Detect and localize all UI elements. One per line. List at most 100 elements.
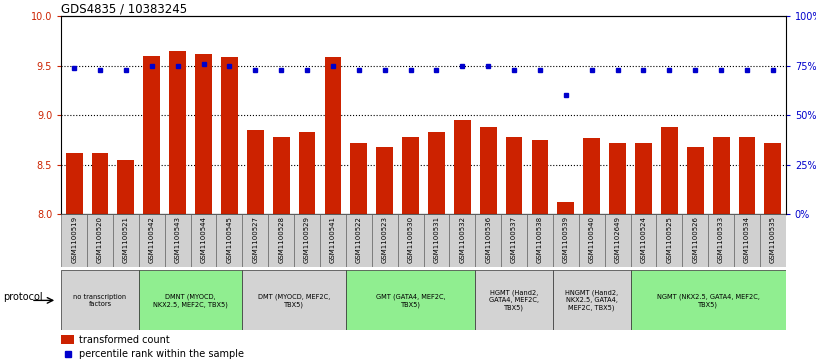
Bar	[113, 214, 139, 267]
Text: GSM1100528: GSM1100528	[278, 216, 284, 263]
Bar	[610, 143, 626, 214]
Bar	[760, 214, 786, 267]
Bar	[247, 130, 264, 214]
Bar	[397, 214, 424, 267]
Text: GSM1100541: GSM1100541	[330, 216, 336, 263]
Bar	[475, 214, 501, 267]
Text: GSM1100533: GSM1100533	[718, 216, 724, 263]
Text: GSM1100534: GSM1100534	[744, 216, 750, 263]
Bar	[139, 214, 165, 267]
Bar	[242, 270, 346, 330]
Text: HNGMT (Hand2,
NKX2.5, GATA4,
MEF2C, TBX5): HNGMT (Hand2, NKX2.5, GATA4, MEF2C, TBX5…	[565, 289, 619, 311]
Text: GSM1100536: GSM1100536	[486, 216, 491, 263]
Text: no transcription
factors: no transcription factors	[73, 294, 126, 307]
Bar	[553, 214, 579, 267]
Bar	[527, 214, 553, 267]
Text: GSM1100530: GSM1100530	[407, 216, 414, 263]
Bar	[738, 137, 756, 214]
Bar	[346, 214, 372, 267]
Bar	[682, 214, 708, 267]
Bar	[216, 214, 242, 267]
Text: protocol: protocol	[3, 292, 43, 302]
Text: GSM1100520: GSM1100520	[97, 216, 103, 263]
Text: GSM1100542: GSM1100542	[149, 216, 155, 262]
Bar	[294, 214, 320, 267]
Bar	[402, 137, 419, 214]
Text: GSM1102649: GSM1102649	[614, 216, 621, 263]
Bar	[221, 57, 237, 214]
Text: GSM1100529: GSM1100529	[304, 216, 310, 263]
Text: GSM1100521: GSM1100521	[123, 216, 129, 263]
Bar	[553, 270, 631, 330]
Text: GSM1100538: GSM1100538	[537, 216, 543, 263]
Text: GSM1100535: GSM1100535	[769, 216, 776, 263]
Bar	[583, 138, 600, 214]
Bar	[475, 270, 553, 330]
Bar	[428, 132, 445, 214]
Text: GSM1100526: GSM1100526	[692, 216, 698, 263]
Text: GSM1100519: GSM1100519	[71, 216, 78, 263]
Bar	[708, 214, 734, 267]
Bar	[631, 270, 786, 330]
Bar	[350, 143, 367, 214]
Bar	[372, 214, 397, 267]
Text: percentile rank within the sample: percentile rank within the sample	[78, 348, 244, 359]
Text: GSM1100545: GSM1100545	[226, 216, 233, 262]
Text: GSM1100537: GSM1100537	[511, 216, 517, 263]
Bar	[299, 132, 316, 214]
Bar	[169, 51, 186, 214]
Bar	[631, 214, 656, 267]
Bar	[712, 137, 730, 214]
Bar	[273, 137, 290, 214]
Bar	[195, 54, 212, 214]
Text: DMT (MYOCD, MEF2C,
TBX5): DMT (MYOCD, MEF2C, TBX5)	[258, 293, 330, 307]
Bar	[687, 147, 703, 214]
Text: GSM1100523: GSM1100523	[382, 216, 388, 263]
Bar	[346, 270, 475, 330]
Bar	[376, 147, 393, 214]
Bar	[139, 270, 242, 330]
Bar	[91, 153, 109, 214]
Bar	[66, 153, 82, 214]
Bar	[605, 214, 631, 267]
Bar	[579, 214, 605, 267]
Bar	[61, 335, 74, 344]
Bar	[531, 140, 548, 214]
Text: transformed count: transformed count	[78, 335, 170, 345]
Bar	[191, 214, 216, 267]
Bar	[268, 214, 294, 267]
Bar	[557, 202, 574, 214]
Bar	[734, 214, 760, 267]
Text: NGMT (NKX2.5, GATA4, MEF2C,
TBX5): NGMT (NKX2.5, GATA4, MEF2C, TBX5)	[657, 293, 760, 307]
Bar	[424, 214, 450, 267]
Bar	[118, 160, 135, 214]
Bar	[320, 214, 346, 267]
Text: GDS4835 / 10383245: GDS4835 / 10383245	[61, 2, 188, 15]
Text: DMNT (MYOCD,
NKX2.5, MEF2C, TBX5): DMNT (MYOCD, NKX2.5, MEF2C, TBX5)	[153, 293, 228, 307]
Text: GMT (GATA4, MEF2C,
TBX5): GMT (GATA4, MEF2C, TBX5)	[375, 293, 446, 307]
Bar	[242, 214, 268, 267]
Bar	[325, 57, 341, 214]
Bar	[87, 214, 113, 267]
Bar	[144, 56, 160, 214]
Text: GSM1100522: GSM1100522	[356, 216, 361, 262]
Bar	[165, 214, 191, 267]
Bar	[61, 214, 87, 267]
Bar	[501, 214, 527, 267]
Text: GSM1100540: GSM1100540	[588, 216, 595, 263]
Bar	[61, 270, 139, 330]
Bar	[450, 214, 475, 267]
Text: GSM1100543: GSM1100543	[175, 216, 180, 263]
Bar	[454, 120, 471, 214]
Bar	[506, 137, 522, 214]
Text: GSM1100532: GSM1100532	[459, 216, 465, 263]
Bar	[480, 127, 497, 214]
Text: GSM1100525: GSM1100525	[667, 216, 672, 262]
Text: GSM1100524: GSM1100524	[641, 216, 646, 262]
Text: GSM1100527: GSM1100527	[252, 216, 259, 263]
Text: HGMT (Hand2,
GATA4, MEF2C,
TBX5): HGMT (Hand2, GATA4, MEF2C, TBX5)	[489, 289, 539, 311]
Text: GSM1100531: GSM1100531	[433, 216, 440, 263]
Bar	[635, 143, 652, 214]
Text: GSM1100544: GSM1100544	[201, 216, 206, 262]
Text: GSM1100539: GSM1100539	[563, 216, 569, 263]
